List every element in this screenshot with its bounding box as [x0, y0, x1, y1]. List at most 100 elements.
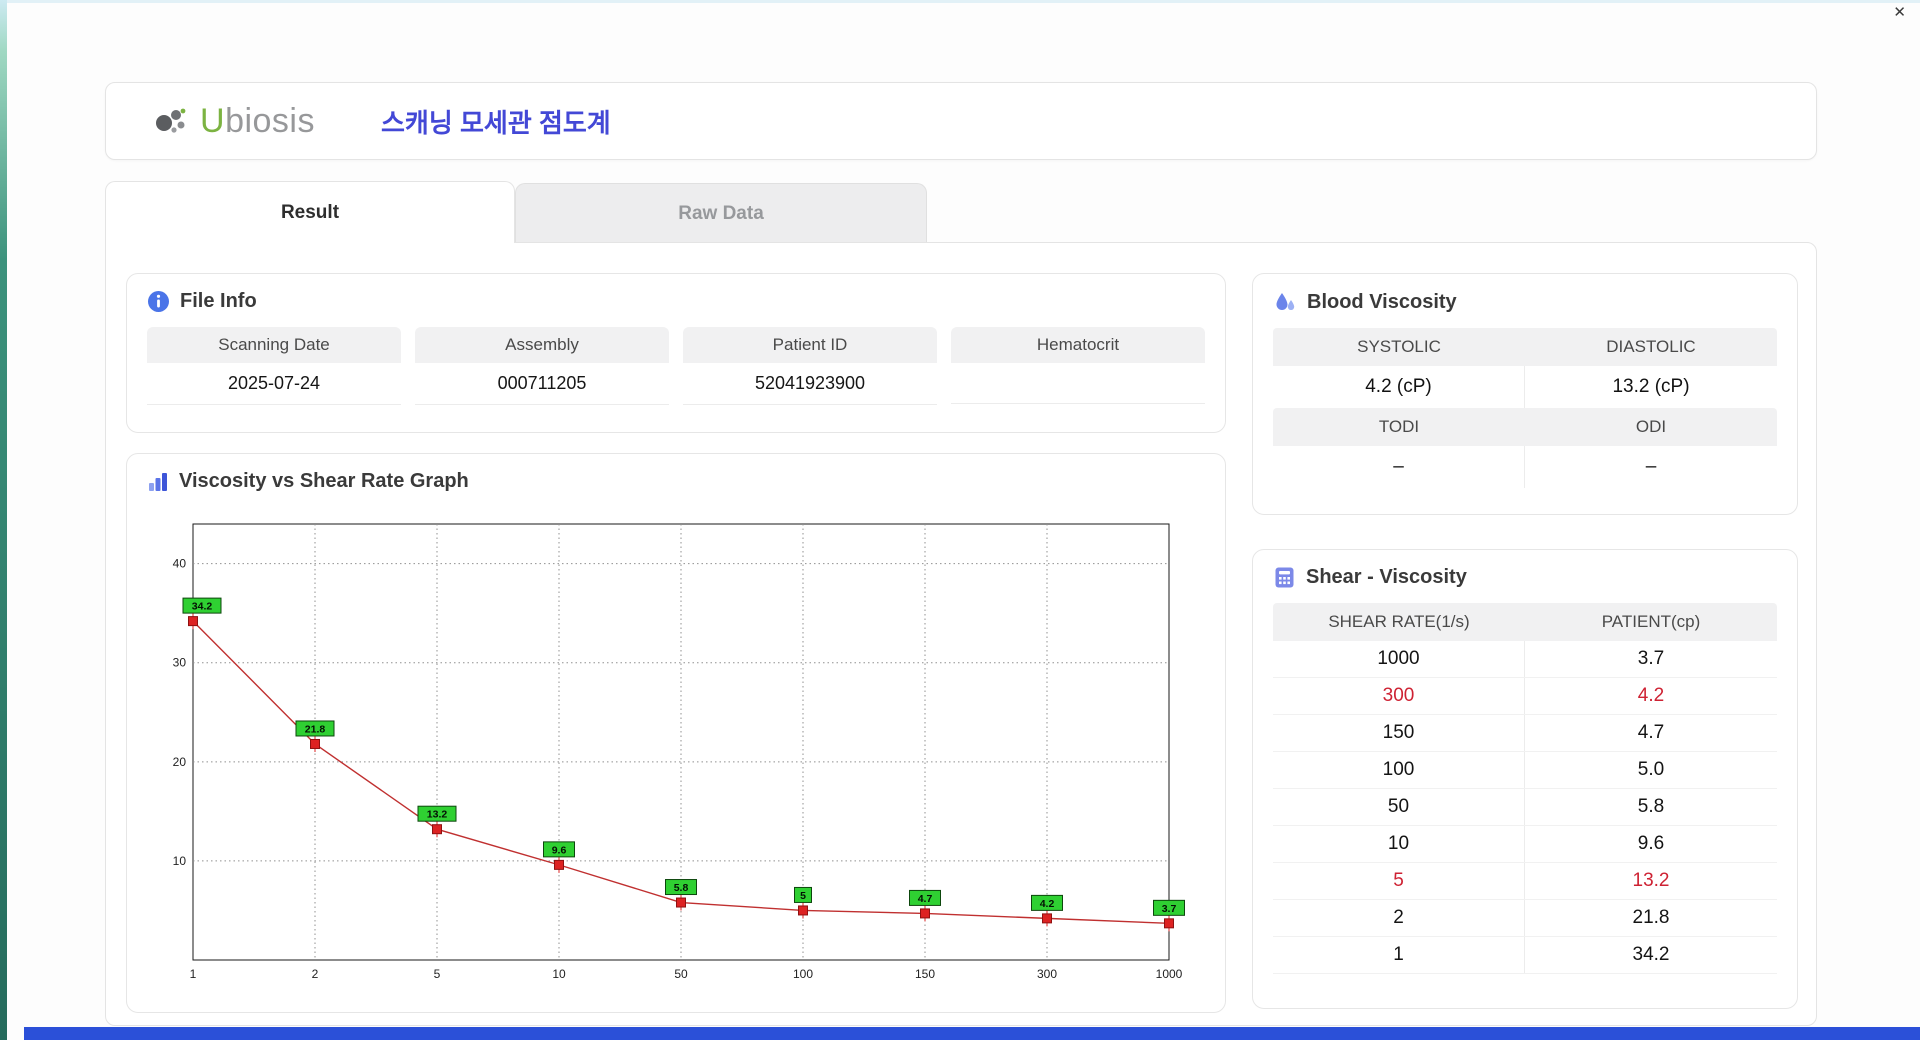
sv-patient: 34.2 — [1632, 944, 1670, 965]
field-value: 52041923900 — [683, 363, 937, 405]
logo-rest: biosis — [225, 101, 315, 140]
table-row: 150 4.7 — [1273, 715, 1777, 752]
bv-header-todi: TODI — [1378, 417, 1420, 436]
graph-title: Viscosity vs Shear Rate Graph — [179, 470, 469, 492]
sv-shear: 2 — [1273, 900, 1525, 936]
svg-text:13.2: 13.2 — [427, 809, 448, 821]
svg-text:5: 5 — [800, 890, 806, 902]
viscosity-line-chart: 10 20 30 40 1 2 5 10 50 100 150 300 1000 34.2 21.8 13.2… — [173, 523, 1185, 981]
svg-text:5: 5 — [434, 967, 441, 981]
svg-text:9.6: 9.6 — [552, 844, 567, 856]
svg-text:1000: 1000 — [1156, 967, 1183, 981]
table-row: 300 4.2 — [1273, 678, 1777, 715]
field-hematocrit: Hematocrit — [951, 327, 1205, 405]
file-info-title: File Info — [180, 290, 257, 312]
bv-header-systolic: SYSTOLIC — [1357, 337, 1441, 356]
field-label: Patient ID — [683, 327, 937, 363]
table-row: 1000 3.7 — [1273, 641, 1777, 678]
sv-shear: 300 — [1273, 678, 1525, 714]
info-icon — [148, 291, 169, 312]
sv-shear: 50 — [1273, 789, 1525, 825]
svg-text:34.2: 34.2 — [192, 601, 213, 613]
svg-text:20: 20 — [173, 755, 187, 769]
field-value — [951, 363, 1205, 404]
field-scanning-date: Scanning Date 2025-07-24 — [147, 327, 401, 405]
svg-text:30: 30 — [173, 656, 187, 670]
close-icon[interactable]: ✕ — [1893, 4, 1906, 21]
table-row: 100 5.0 — [1273, 752, 1777, 789]
svg-text:300: 300 — [1037, 967, 1057, 981]
svg-text:21.8: 21.8 — [305, 723, 326, 735]
blood-viscosity-table: SYSTOLIC DIASTOLIC 4.2 (cP) 13.2 (cP) TO… — [1273, 328, 1777, 488]
svg-text:10: 10 — [173, 854, 187, 868]
bar-chart-icon — [149, 472, 167, 491]
field-label: Hematocrit — [951, 327, 1205, 363]
viscosity-chart: 10 20 30 40 1 2 5 10 50 100 150 300 1000 34.2 21.8 13.2… — [153, 516, 1193, 996]
svg-text:4.7: 4.7 — [918, 893, 933, 905]
sv-patient: 5.0 — [1637, 759, 1665, 780]
bv-value-diastolic: 13.2 (cP) — [1612, 376, 1690, 397]
field-assembly: Assembly 000711205 — [415, 327, 669, 405]
svg-text:4.2: 4.2 — [1040, 898, 1055, 910]
sv-patient: 9.6 — [1637, 833, 1665, 854]
bv-value-todi: – — [1273, 446, 1525, 488]
tab-raw-data[interactable]: Raw Data — [515, 183, 927, 243]
result-content-panel: File Info Scanning Date 2025-07-24 Assem… — [105, 242, 1817, 1026]
table-row: 10 9.6 — [1273, 826, 1777, 863]
window-top-edge — [0, 0, 1920, 3]
app-header: Ubiosis 스캐닝 모세관 점도계 — [105, 82, 1817, 160]
bv-value-systolic: 4.2 (cP) — [1273, 366, 1525, 408]
svg-text:2: 2 — [312, 967, 319, 981]
leaf-logo-icon — [156, 108, 186, 133]
sv-patient: 21.8 — [1632, 907, 1670, 928]
droplets-icon — [1276, 293, 1295, 310]
table-row: 50 5.8 — [1273, 789, 1777, 826]
bv-value-odi: – — [1645, 456, 1657, 477]
tab-result[interactable]: Result — [105, 181, 515, 243]
shear-viscosity-table: SHEAR RATE(1/s) PATIENT(cp) 1000 3.7 300… — [1273, 603, 1777, 974]
page-title: 스캐닝 모세관 점도계 — [381, 107, 611, 138]
svg-text:3.7: 3.7 — [1162, 903, 1177, 915]
svg-text:50: 50 — [674, 967, 688, 981]
shear-viscosity-title: Shear - Viscosity — [1306, 566, 1467, 588]
sv-col-patient: PATIENT(cp) — [1601, 612, 1701, 631]
sv-shear: 10 — [1273, 826, 1525, 862]
logo-text: Ubiosis — [200, 102, 315, 141]
sv-patient: 4.7 — [1637, 722, 1665, 743]
sv-patient: 5.8 — [1637, 796, 1665, 817]
calculator-icon — [1275, 567, 1294, 588]
sv-shear: 150 — [1273, 715, 1525, 751]
field-value: 2025-07-24 — [147, 363, 401, 405]
sv-shear: 1 — [1273, 937, 1525, 973]
table-row: 2 21.8 — [1273, 900, 1777, 937]
svg-text:40: 40 — [173, 557, 187, 571]
field-patient-id: Patient ID 52041923900 — [683, 327, 937, 405]
blood-viscosity-title: Blood Viscosity — [1307, 290, 1457, 313]
svg-text:150: 150 — [915, 967, 935, 981]
table-row: 5 13.2 — [1273, 863, 1777, 900]
sv-patient: 3.7 — [1637, 648, 1665, 669]
sv-shear: 100 — [1273, 752, 1525, 788]
table-row: 1 34.2 — [1273, 937, 1777, 974]
field-label: Scanning Date — [147, 327, 401, 363]
blood-viscosity-panel: Blood Viscosity SYSTOLIC DIASTOLIC 4.2 (… — [1252, 273, 1798, 515]
viscosity-graph-panel: Viscosity vs Shear Rate Graph 10 20 30 40 1 2… — [126, 453, 1226, 1013]
svg-text:100: 100 — [793, 967, 813, 981]
sv-patient: 4.2 — [1637, 685, 1665, 706]
logo-u: U — [200, 101, 226, 140]
sv-patient: 13.2 — [1632, 870, 1670, 891]
shear-viscosity-panel: Shear - Viscosity SHEAR RATE(1/s) PATIEN… — [1252, 549, 1798, 1009]
svg-text:5.8: 5.8 — [674, 882, 689, 894]
file-info-panel: File Info Scanning Date 2025-07-24 Assem… — [126, 273, 1226, 433]
svg-text:1: 1 — [190, 967, 197, 981]
sv-col-shear-rate: SHEAR RATE(1/s) — [1328, 612, 1470, 631]
ubiosis-logo: Ubiosis — [150, 102, 315, 141]
bv-header-odi: ODI — [1635, 417, 1667, 436]
sv-shear: 1000 — [1273, 641, 1525, 677]
svg-text:10: 10 — [552, 967, 566, 981]
window-left-edge — [0, 0, 7, 1040]
field-label: Assembly — [415, 327, 669, 363]
sv-shear: 5 — [1273, 863, 1525, 899]
bv-header-diastolic: DIASTOLIC — [1606, 337, 1696, 356]
window-bottom-bar — [24, 1027, 1920, 1040]
